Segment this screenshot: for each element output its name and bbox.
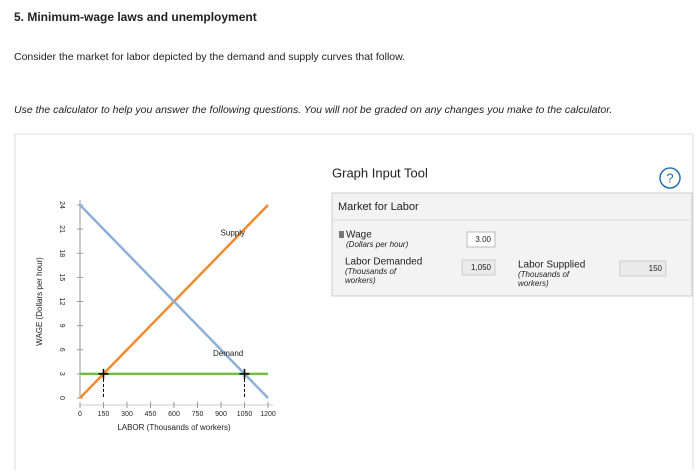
graph: 0 3 6 9 12 15 18 21 24 0 150 300 450 600 750 900 1050 120… (35, 200, 276, 432)
wage-label: Wage (346, 230, 372, 241)
series-label: Supply (221, 228, 245, 237)
series-label: Demand (213, 349, 243, 358)
y-tick-label: 12 (58, 298, 65, 306)
section-title: Market for Labor (338, 201, 419, 213)
supplied-label: Labor Supplied (518, 260, 585, 271)
instructions: Use the calculator to help you answer th… (14, 104, 612, 116)
question-title: 5. Minimum-wage laws and unemployment (14, 10, 257, 24)
x-tick-label: 300 (121, 411, 133, 418)
x-tick-label: 1050 (237, 411, 253, 418)
tool-box (331, 192, 693, 297)
y-tick-label: 21 (58, 225, 65, 233)
wage-unit: (Dollars per hour) (346, 240, 409, 249)
panel (14, 133, 694, 475)
x-tick-label: 0 (78, 411, 82, 418)
y-tick-label: 24 (58, 201, 65, 209)
y-tick-label: 18 (58, 249, 65, 257)
supplied-unit: workers) (518, 279, 549, 288)
tool-title: Graph Input Tool (332, 165, 428, 180)
supplied-unit: (Thousands of (518, 270, 570, 279)
help-icon[interactable] (659, 167, 681, 189)
supplied-output (619, 260, 667, 277)
supplied-value: 150 (649, 264, 663, 273)
help-text[interactable]: ? (666, 170, 673, 185)
intro: Consider the market for labor depicted b… (14, 51, 405, 63)
demanded-output (461, 259, 496, 276)
y-axis-label: WAGE (Dollars per hour) (35, 257, 44, 346)
y-tick-label: 15 (58, 273, 65, 281)
y-tick-label: 9 (58, 324, 65, 328)
y-tick-label: 0 (58, 396, 65, 400)
x-axis-label: LABOR (Thousands of workers) (117, 423, 231, 432)
y-tick-label: 3 (58, 372, 65, 376)
demanded-label: Labor Demanded (345, 257, 422, 268)
x-tick-label: 900 (215, 411, 227, 418)
marker (98, 368, 109, 379)
demanded-unit: workers) (345, 276, 376, 285)
x-tick-label: 1200 (260, 411, 276, 418)
x-tick-label: 450 (145, 411, 157, 418)
x-tick-label: 150 (98, 411, 110, 418)
x-tick-label: 750 (192, 411, 204, 418)
demanded-unit: (Thousands of (345, 267, 397, 276)
marker (239, 368, 250, 379)
wage-icon (339, 231, 344, 238)
wage-input[interactable] (466, 231, 496, 248)
demanded-value: 1,050 (471, 263, 492, 272)
wage-value: 3.00 (475, 235, 491, 244)
x-tick-label: 600 (168, 411, 180, 418)
y-tick-label: 6 (58, 348, 65, 352)
curve (79, 204, 269, 399)
